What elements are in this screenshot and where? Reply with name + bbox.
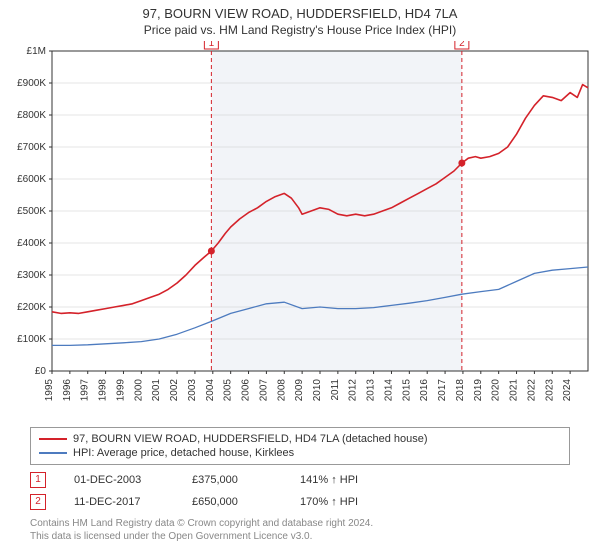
svg-text:2017: 2017 [437, 378, 448, 401]
marker-price: £650,000 [192, 496, 272, 508]
svg-text:2003: 2003 [187, 378, 198, 401]
svg-text:2000: 2000 [133, 378, 144, 401]
svg-text:2010: 2010 [312, 378, 323, 401]
footer-line-1: Contains HM Land Registry data © Crown c… [30, 517, 570, 530]
svg-text:2022: 2022 [526, 378, 537, 401]
marker-pct: 141% ↑ HPI [300, 474, 400, 486]
svg-text:£300K: £300K [17, 270, 46, 281]
svg-text:£200K: £200K [17, 302, 46, 313]
svg-text:1997: 1997 [80, 378, 91, 401]
svg-text:2018: 2018 [455, 378, 466, 401]
legend-label: 97, BOURN VIEW ROAD, HUDDERSFIELD, HD4 7… [73, 433, 428, 445]
svg-text:£900K: £900K [17, 78, 46, 89]
chart-title: 97, BOURN VIEW ROAD, HUDDERSFIELD, HD4 7… [0, 0, 600, 23]
svg-text:2016: 2016 [419, 378, 430, 401]
svg-text:£0: £0 [35, 366, 47, 377]
svg-text:2009: 2009 [294, 378, 305, 401]
chart-container: 97, BOURN VIEW ROAD, HUDDERSFIELD, HD4 7… [0, 0, 600, 560]
svg-text:£800K: £800K [17, 110, 46, 121]
chart-svg: £0 £100K £200K £300K £400K £500K £600K £700K £80… [0, 41, 600, 421]
legend-box: 97, BOURN VIEW ROAD, HUDDERSFIELD, HD4 7… [30, 427, 570, 465]
legend-swatch [39, 452, 67, 454]
chart-plot-area: £0 £100K £200K £300K £400K £500K £600K £700K £80… [0, 41, 600, 421]
svg-text:£100K: £100K [17, 334, 46, 345]
svg-text:£600K: £600K [17, 174, 46, 185]
marker-price: £375,000 [192, 474, 272, 486]
svg-text:£400K: £400K [17, 238, 46, 249]
svg-text:2019: 2019 [473, 378, 484, 401]
marker-row: 2 11-DEC-2017 £650,000 170% ↑ HPI [30, 491, 570, 513]
marker-row: 1 01-DEC-2003 £375,000 141% ↑ HPI [30, 469, 570, 491]
marker-table: 1 01-DEC-2003 £375,000 141% ↑ HPI 2 11-DEC-20… [30, 469, 570, 513]
svg-text:1998: 1998 [98, 378, 109, 401]
legend-row: HPI: Average price, detached house, Kirk… [39, 446, 561, 460]
svg-text:2006: 2006 [241, 378, 252, 401]
marker-number-box: 1 [30, 472, 46, 488]
svg-text:2001: 2001 [151, 378, 162, 401]
svg-text:2024: 2024 [562, 378, 573, 401]
svg-text:£700K: £700K [17, 142, 46, 153]
legend-label: HPI: Average price, detached house, Kirk… [73, 447, 294, 459]
svg-text:£500K: £500K [17, 206, 46, 217]
svg-text:1: 1 [209, 41, 215, 49]
svg-text:2013: 2013 [366, 378, 377, 401]
marker-date: 01-DEC-2003 [74, 474, 164, 486]
svg-text:2005: 2005 [223, 378, 234, 401]
svg-text:2020: 2020 [491, 378, 502, 401]
svg-text:2011: 2011 [330, 378, 341, 400]
svg-text:1999: 1999 [115, 378, 126, 401]
svg-text:1996: 1996 [62, 378, 73, 401]
svg-text:2014: 2014 [383, 378, 394, 401]
marker-number-box: 2 [30, 494, 46, 510]
legend-row: 97, BOURN VIEW ROAD, HUDDERSFIELD, HD4 7… [39, 432, 561, 446]
footer-attribution: Contains HM Land Registry data © Crown c… [30, 517, 570, 543]
svg-text:2012: 2012 [348, 378, 359, 401]
svg-text:2007: 2007 [258, 378, 269, 401]
chart-subtitle: Price paid vs. HM Land Registry's House … [0, 23, 600, 41]
svg-text:2015: 2015 [401, 378, 412, 401]
svg-text:£1M: £1M [27, 46, 46, 57]
marker-date: 11-DEC-2017 [74, 496, 164, 508]
marker-pct: 170% ↑ HPI [300, 496, 400, 508]
footer-line-2: This data is licensed under the Open Gov… [30, 530, 570, 543]
svg-text:2008: 2008 [276, 378, 287, 401]
svg-text:2021: 2021 [509, 378, 520, 401]
svg-text:2002: 2002 [169, 378, 180, 401]
svg-text:1995: 1995 [44, 378, 55, 401]
svg-text:2023: 2023 [544, 378, 555, 401]
svg-text:2: 2 [459, 41, 465, 49]
svg-text:2004: 2004 [205, 378, 216, 401]
legend-swatch [39, 438, 67, 440]
